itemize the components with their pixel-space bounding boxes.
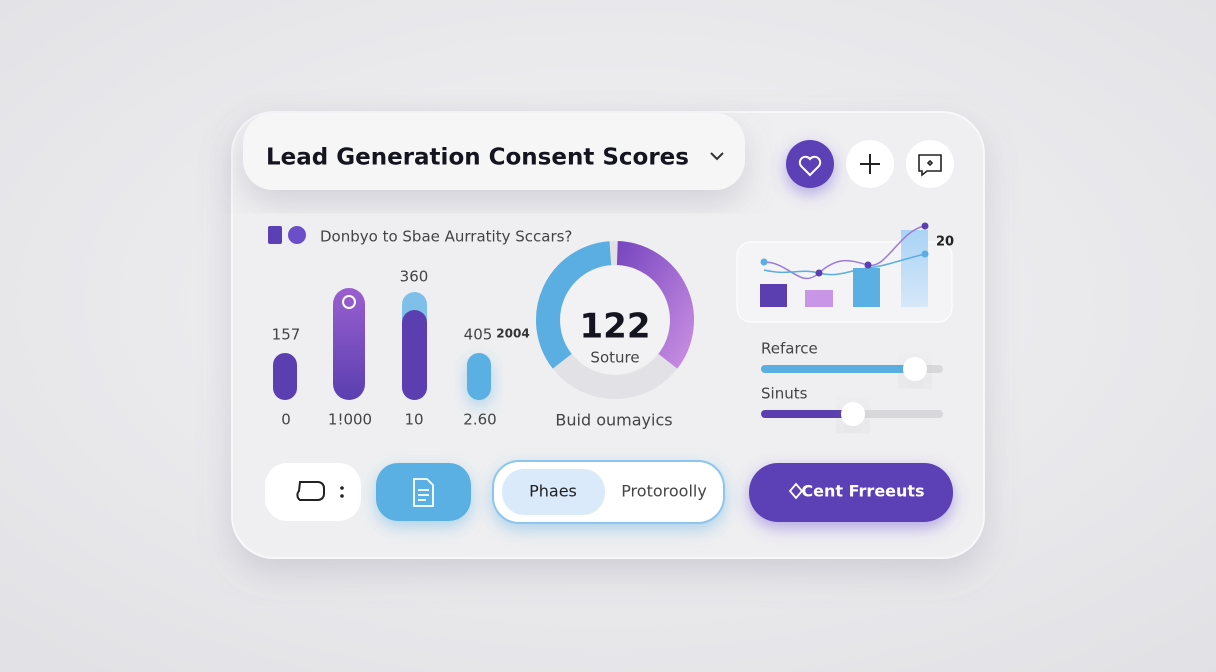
legend-icon xyxy=(288,226,306,244)
mini-point xyxy=(864,261,872,269)
mini-line xyxy=(763,253,926,276)
mini-point xyxy=(921,250,929,258)
document-button[interactable] xyxy=(376,463,471,521)
primary-button-label: Cent Frreeuts xyxy=(801,482,924,501)
mini-bar xyxy=(853,268,880,307)
axis-label: 0 xyxy=(281,411,291,429)
chat-icon xyxy=(296,481,325,501)
gauge-arc xyxy=(536,241,612,369)
gauge-arc xyxy=(616,241,694,369)
slider-label: Sinuts xyxy=(761,385,808,403)
title-dropdown[interactable] xyxy=(243,113,745,190)
gauge-center xyxy=(561,266,669,374)
segment-label: Protoroolly xyxy=(621,482,707,501)
primary-button[interactable] xyxy=(749,463,953,522)
title: Lead Generation Consent Scores xyxy=(266,145,689,171)
mini-bar xyxy=(760,284,787,307)
bar-label: 2004 xyxy=(496,327,529,341)
slider-fill xyxy=(761,410,853,418)
slider-knob[interactable] xyxy=(841,402,865,426)
bar xyxy=(467,353,491,400)
legend-icon xyxy=(268,226,282,244)
mini-point xyxy=(921,222,929,230)
plus-icon xyxy=(860,154,880,174)
mini-point xyxy=(760,258,768,266)
bar-label: 405 xyxy=(464,326,493,344)
bar-label: 360 xyxy=(400,268,429,286)
axis-label: 1!000 xyxy=(328,411,372,429)
chat-button[interactable] xyxy=(265,463,361,521)
segment-label: Phaes xyxy=(529,482,577,501)
menu-icon xyxy=(340,486,344,490)
axis-label: 10 xyxy=(404,411,423,429)
bar xyxy=(333,288,365,400)
gauge-label: Soture xyxy=(590,349,639,367)
menu-icon xyxy=(340,494,344,498)
mini-point xyxy=(815,269,823,277)
bar xyxy=(273,353,297,400)
document-icon xyxy=(413,478,434,507)
slider-fill xyxy=(761,365,915,373)
bar-handle xyxy=(342,295,356,309)
favorite-button[interactable] xyxy=(786,140,834,188)
bar-label: 157 xyxy=(272,326,301,344)
chevron-icon xyxy=(710,152,724,161)
segment-active[interactable] xyxy=(502,469,605,515)
subtitle: Donbyo to Sbae Aurratity Sccars? xyxy=(320,228,572,246)
mini-line xyxy=(763,225,926,280)
mini-bar xyxy=(901,230,928,307)
mini-bar xyxy=(805,290,833,307)
comment-icon xyxy=(918,154,942,177)
gauge-value: 122 xyxy=(580,307,651,347)
slider-knob[interactable] xyxy=(903,357,927,381)
bar xyxy=(402,310,427,400)
mini-label: 20 xyxy=(936,235,954,250)
axis-label: 2.60 xyxy=(463,411,496,429)
gauge-caption: Buid oumayics xyxy=(555,411,672,430)
heart-icon xyxy=(798,155,822,177)
diamond-icon xyxy=(788,482,804,500)
slider-label: Refarce xyxy=(761,340,818,358)
